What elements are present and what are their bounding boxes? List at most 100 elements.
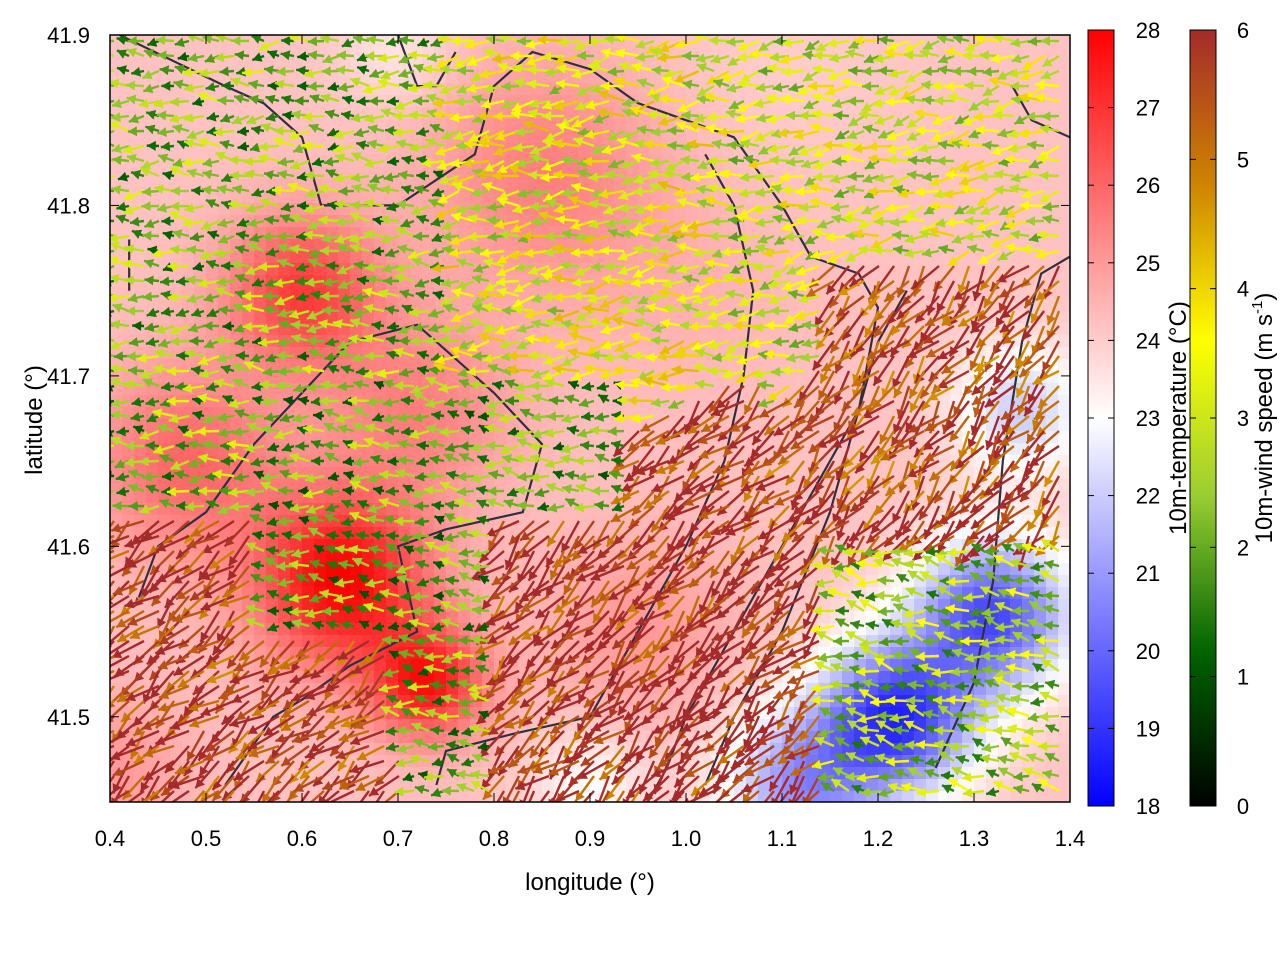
- heatmap-cell: [446, 71, 459, 84]
- heatmap-cell: [578, 515, 591, 528]
- heatmap-cell: [1058, 167, 1070, 180]
- heatmap-cell: [938, 251, 951, 264]
- heatmap-cell: [758, 299, 771, 312]
- heatmap-cell: [722, 299, 735, 312]
- heatmap-cell: [374, 191, 387, 204]
- heatmap-cell: [254, 287, 267, 300]
- heatmap-cell: [506, 179, 519, 192]
- heatmap-cell: [314, 71, 327, 84]
- heatmap-cell: [434, 635, 447, 648]
- heatmap-cell: [1058, 479, 1070, 492]
- heatmap-cell: [110, 191, 123, 204]
- heatmap-cell: [494, 311, 507, 324]
- heatmap-cell: [146, 59, 159, 72]
- heatmap-cell: [746, 59, 759, 72]
- heatmap-cell: [1034, 59, 1047, 72]
- heatmap-cell: [434, 467, 447, 480]
- heatmap-cell: [182, 59, 195, 72]
- heatmap-cell: [578, 491, 591, 504]
- heatmap-cell: [1058, 311, 1070, 324]
- heatmap-cell: [902, 59, 915, 72]
- heatmap-cell: [650, 35, 663, 48]
- heatmap-cell: [1058, 215, 1070, 228]
- heatmap-cell: [338, 683, 351, 696]
- heatmap-cell: [1058, 731, 1070, 744]
- heatmap-cell: [458, 71, 471, 84]
- heatmap-cell: [458, 47, 471, 60]
- heatmap-cell: [842, 647, 855, 660]
- heatmap-cell: [266, 311, 279, 324]
- heatmap-cell: [1058, 623, 1070, 636]
- heatmap-cell: [1058, 191, 1070, 204]
- heatmap-cell: [542, 239, 555, 252]
- heatmap-cell: [278, 59, 291, 72]
- heatmap-cell: [1058, 35, 1070, 48]
- heatmap-cell: [1058, 275, 1070, 288]
- heatmap-cell: [782, 71, 795, 84]
- heatmap-cell: [1058, 107, 1070, 120]
- heatmap-cell: [686, 371, 699, 384]
- heatmap-cell: [650, 359, 663, 372]
- heatmap-cell: [242, 251, 255, 264]
- heatmap-cell: [1058, 443, 1070, 456]
- heatmap-cell: [254, 59, 267, 72]
- heatmap-cell: [614, 575, 627, 588]
- heatmap-cell: [698, 323, 711, 336]
- heatmap-cell: [1058, 347, 1070, 360]
- heatmap-cell: [374, 59, 387, 72]
- heatmap-cell: [1058, 179, 1070, 192]
- heatmap-cell: [1022, 671, 1035, 684]
- heatmap-cell: [974, 71, 987, 84]
- heatmap-cell: [662, 83, 675, 96]
- heatmap-cell: [1058, 227, 1070, 240]
- heatmap-cell: [314, 107, 327, 120]
- heatmap-cell: [1058, 71, 1070, 84]
- heatmap-cell: [194, 119, 207, 132]
- heatmap-cell: [458, 191, 471, 204]
- heatmap-cell: [842, 59, 855, 72]
- heatmap-cell: [374, 347, 387, 360]
- heatmap-cell: [650, 71, 663, 84]
- heatmap-cell: [170, 431, 183, 444]
- heatmap-cell: [926, 143, 939, 156]
- heatmap-cell: [458, 299, 471, 312]
- heatmap-cell: [1058, 575, 1070, 588]
- heatmap-cell: [530, 179, 543, 192]
- heatmap-cell: [794, 119, 807, 132]
- heatmap-cell: [302, 659, 315, 672]
- heatmap-cell: [1058, 143, 1070, 156]
- heatmap-cell: [422, 383, 435, 396]
- heatmap-cell: [1058, 563, 1070, 576]
- heatmap-cell: [1058, 263, 1070, 276]
- heatmap-cell: [1058, 611, 1070, 624]
- heatmap-cell: [290, 251, 303, 264]
- heatmap-cell: [830, 59, 843, 72]
- heatmap-cell: [758, 359, 771, 372]
- heatmap-cell: [842, 239, 855, 252]
- heatmap-cell: [386, 755, 399, 768]
- heatmap-cell: [110, 263, 123, 276]
- heatmap-cell: [242, 59, 255, 72]
- heatmap-cell: [518, 371, 531, 384]
- heatmap-cell: [254, 611, 267, 624]
- heatmap-cell: [734, 59, 747, 72]
- heatmap-cell: [1010, 731, 1023, 744]
- heatmap-cell: [1058, 59, 1070, 72]
- heatmap-cell: [386, 359, 399, 372]
- heatmap-cell: [254, 131, 267, 144]
- heatmap-cell: [446, 719, 459, 732]
- heatmap-cell: [782, 299, 795, 312]
- heatmap-cell: [158, 191, 171, 204]
- heatmap-cell: [374, 719, 387, 732]
- heatmap-cell: [470, 539, 483, 552]
- heatmap-cell: [758, 59, 771, 72]
- heatmap-cell: [698, 227, 711, 240]
- heatmap-cell: [974, 59, 987, 72]
- heatmap-cell: [302, 539, 315, 552]
- heatmap-cell: [842, 107, 855, 120]
- heatmap-cell: [998, 59, 1011, 72]
- heatmap-cell: [422, 599, 435, 612]
- heatmap-cell: [950, 179, 963, 192]
- heatmap-cell: [950, 539, 963, 552]
- heatmap-cell: [110, 575, 123, 588]
